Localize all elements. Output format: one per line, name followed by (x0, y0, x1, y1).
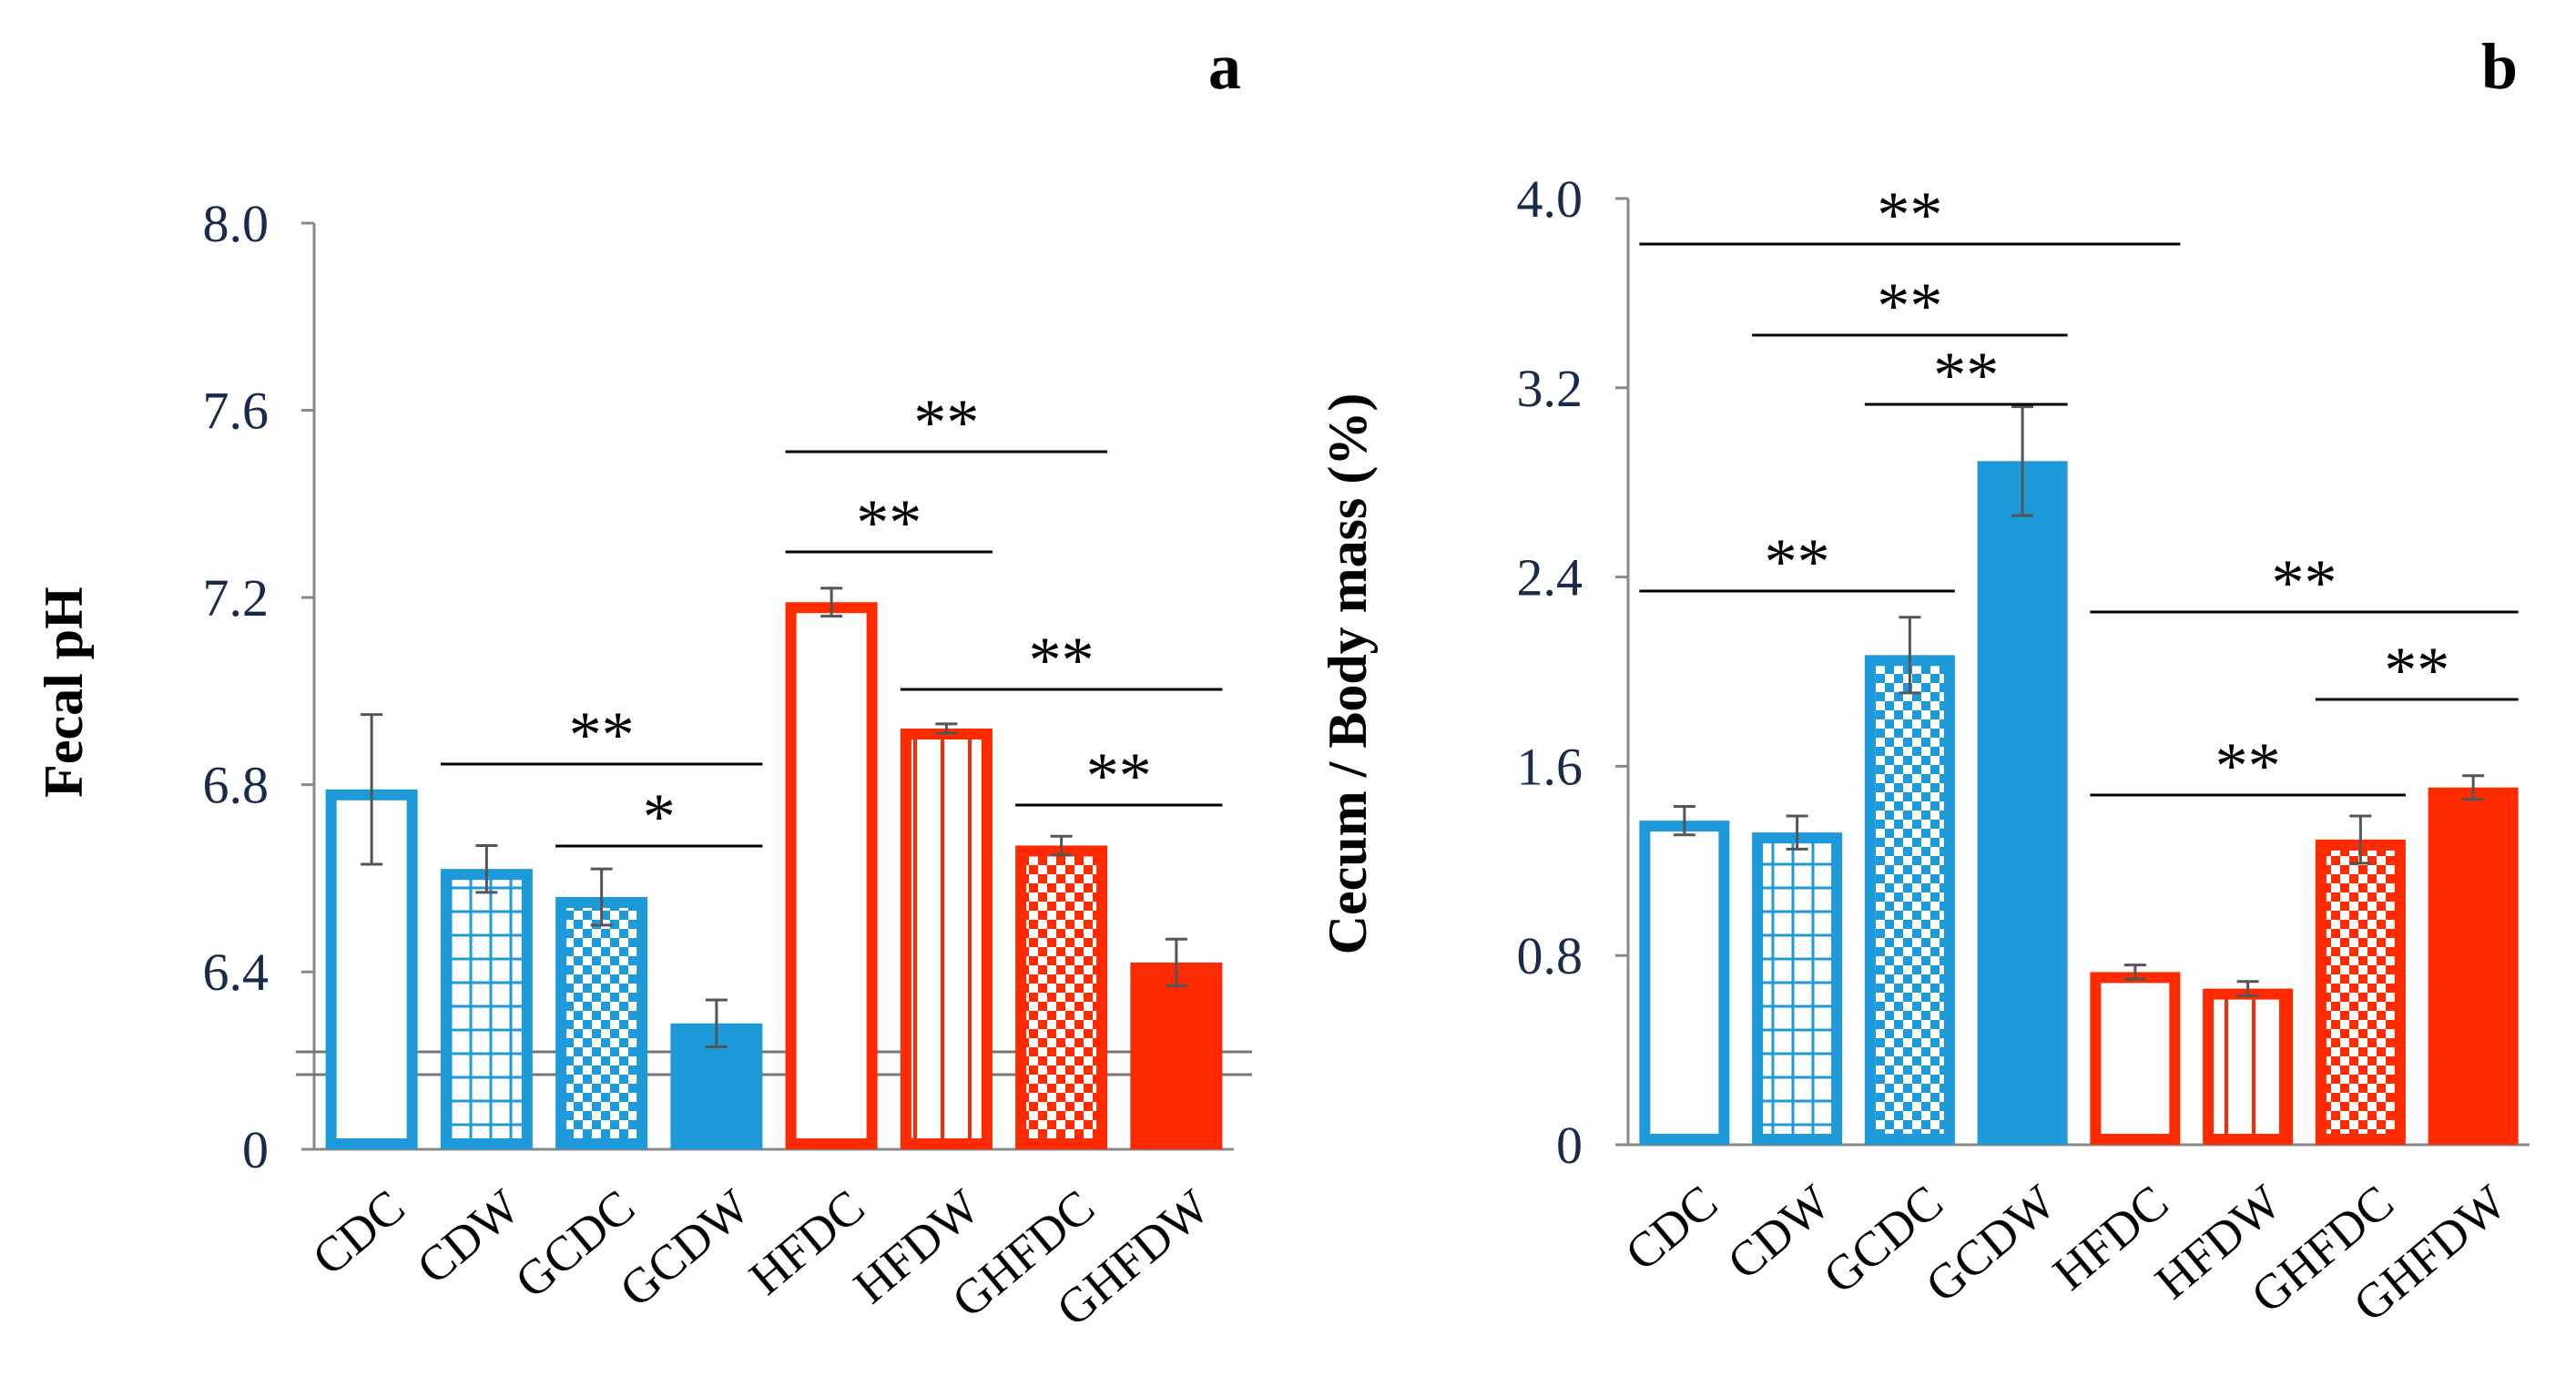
panel-a-bars (325, 586, 1223, 1150)
y-tick-label: 3.2 (1517, 359, 1583, 418)
x-tick-label-cdc: CDC (302, 1179, 415, 1286)
panel-b-axes: 4.0 3.2 2.4 1.6 0.8 0 (1517, 169, 2530, 1175)
y-tick-label: 6.4 (203, 943, 270, 1002)
panel-b-significance: ******** ****** (1639, 178, 2519, 802)
significance-label: ** (1086, 739, 1152, 812)
y-tick-label: 8.0 (203, 194, 270, 253)
y-tick-label: 6.8 (203, 756, 270, 815)
panel-a-chart: a Fecal pH 8.07.67.26.86.40 *********** … (34, 30, 1252, 1337)
x-tick-label-cdw: CDW (407, 1179, 530, 1295)
significance-label: ** (1029, 624, 1095, 697)
panel-a-y-axis-title: Fecal pH (34, 586, 94, 798)
significance-label: ** (1877, 178, 1942, 251)
bar-cdw (1752, 832, 1843, 1145)
significance-label: ** (2272, 546, 2337, 619)
y-tick-label: 7.2 (203, 568, 270, 627)
panel-a-significance: *********** (440, 386, 1223, 853)
bar-hfdw (2203, 988, 2294, 1145)
bar-gcdw (1977, 461, 2068, 1145)
significance-label: * (643, 780, 676, 853)
y-tick-label: 0.8 (1517, 926, 1583, 985)
y-tick-label: 0 (1556, 1116, 1583, 1175)
significance-label: ** (569, 698, 635, 771)
significance-label: ** (1877, 270, 1942, 342)
bar-ghfdw (1130, 962, 1223, 1150)
y-tick-label: 0 (242, 1120, 269, 1179)
significance-label: ** (856, 486, 921, 559)
panel-b-y-axis-title: Cecum / Body mass (%) (1318, 393, 1378, 955)
panel-b-bars (1639, 405, 2519, 1146)
bar-cdw (440, 869, 533, 1150)
y-tick-label: 7.6 (203, 382, 270, 441)
bar-hfdw (900, 729, 993, 1149)
panel-a-label: a (1208, 30, 1241, 103)
bar-gcdc (555, 897, 648, 1149)
significance-label: ** (2215, 729, 2281, 802)
bar-hfdc (785, 602, 878, 1149)
bar-gcdc (1864, 655, 1955, 1145)
significance-label: ** (913, 386, 979, 459)
bar-cdc (1639, 821, 1730, 1146)
significance-label: ** (1765, 525, 1830, 598)
bar-ghfdc (1015, 845, 1108, 1149)
bar-hfdc (2090, 972, 2181, 1145)
significance-label: ** (2384, 634, 2449, 707)
y-tick-label: 1.6 (1517, 737, 1583, 796)
x-tick-label-cdc: CDC (1615, 1175, 1728, 1281)
y-tick-label: 2.4 (1517, 548, 1583, 607)
bar-ghfdw (2428, 787, 2519, 1146)
y-tick-label: 4.0 (1517, 169, 1583, 229)
panel-b-chart: b Cecum / Body mass (%) 4.0 3.2 2.4 1.6 0.8 0… (1318, 30, 2530, 1332)
panel-b-label: b (2481, 30, 2518, 103)
x-tick-label-gcdw: GCDW (1916, 1175, 2066, 1313)
bar-ghfdc (2315, 839, 2406, 1145)
x-tick-label-gcdw: GCDW (609, 1179, 759, 1318)
significance-label: ** (1933, 339, 1999, 412)
